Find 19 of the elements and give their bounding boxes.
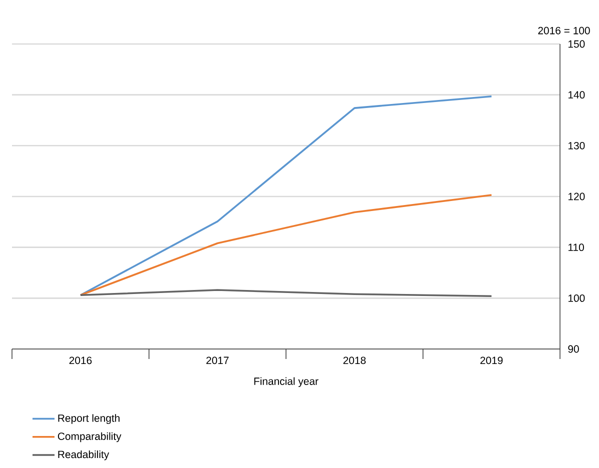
line-series — [80, 95, 492, 296]
legend-label: Comparability — [58, 432, 122, 442]
y-tick-label: 130 — [568, 142, 585, 150]
y-tick-label: 110 — [568, 244, 584, 252]
x-tick-label: 2016 — [69, 356, 92, 364]
x-axis-title: Financial year — [254, 377, 318, 388]
legend-label: Report length — [58, 414, 120, 424]
line-series — [80, 194, 492, 296]
line-series — [80, 289, 492, 298]
y-tick-label: 140 — [568, 91, 585, 99]
y-axis-title: 2016 = 100 — [538, 26, 590, 34]
y-tick-label: 150 — [568, 40, 585, 48]
x-tick-label: 2018 — [343, 356, 366, 364]
legend-label: Readability — [58, 450, 110, 460]
y-tick-label: 120 — [568, 192, 585, 200]
x-tick-label: 2019 — [480, 356, 503, 364]
y-tick-label: 90 — [568, 345, 579, 353]
x-tick-label: 2017 — [206, 356, 229, 364]
y-tick-label: 100 — [568, 294, 585, 302]
